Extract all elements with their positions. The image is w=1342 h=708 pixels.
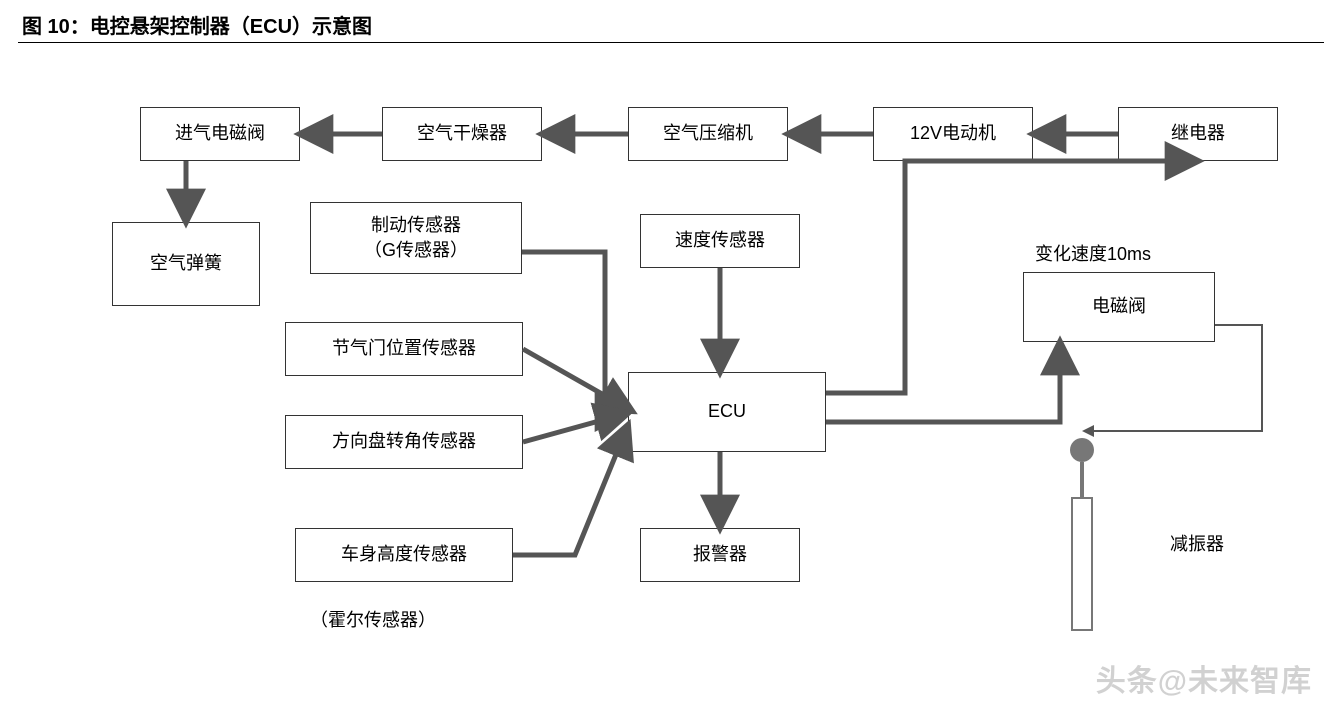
node-label: 制动传感器 xyxy=(371,213,461,238)
node-label: 空气干燥器 xyxy=(417,121,507,146)
node-label: 空气弹簧 xyxy=(150,251,222,276)
annot-hall-sensor: （霍尔传感器） xyxy=(310,606,436,632)
node-label: 报警器 xyxy=(693,542,747,567)
node-label: 方向盘转角传感器 xyxy=(332,429,476,454)
annot-change-speed: 变化速度10ms xyxy=(1035,240,1151,266)
node-label: 电磁阀 xyxy=(1092,294,1146,319)
node-label: 进气电磁阀 xyxy=(175,121,265,146)
node-height-sensor: 车身高度传感器 xyxy=(295,528,513,582)
node-speed-sensor: 速度传感器 xyxy=(640,214,800,268)
edge-throttle-to-ecu xyxy=(523,349,632,411)
damper-shape xyxy=(1070,438,1094,630)
node-brake-sensor: 制动传感器 （G传感器） xyxy=(310,202,522,274)
node-steering-sensor: 方向盘转角传感器 xyxy=(285,415,523,469)
node-relay: 继电器 xyxy=(1118,107,1278,161)
edge-ecu-to-solenoid xyxy=(826,342,1060,422)
node-label: ECU xyxy=(708,399,746,424)
node-intake-valve: 进气电磁阀 xyxy=(140,107,300,161)
node-solenoid-valve: 电磁阀 xyxy=(1023,272,1215,342)
node-throttle-sensor: 节气门位置传感器 xyxy=(285,322,523,376)
node-label: 12V电动机 xyxy=(910,121,996,146)
edge-steering-to-ecu xyxy=(523,413,628,442)
node-label: 速度传感器 xyxy=(675,228,765,253)
node-12v-motor: 12V电动机 xyxy=(873,107,1033,161)
node-label: 车身高度传感器 xyxy=(341,542,467,567)
node-alarm: 报警器 xyxy=(640,528,800,582)
annot-damper: 减振器 xyxy=(1170,530,1224,556)
node-label: 空气压缩机 xyxy=(663,121,753,146)
edge-height-to-ecu xyxy=(513,425,628,555)
node-label: 继电器 xyxy=(1171,121,1225,146)
node-air-compressor: 空气压缩机 xyxy=(628,107,788,161)
node-air-dryer: 空气干燥器 xyxy=(382,107,542,161)
edge-brake-to-ecu xyxy=(522,252,628,412)
node-air-spring: 空气弹簧 xyxy=(112,222,260,306)
node-sublabel: （G传感器） xyxy=(364,238,468,263)
watermark: 头条@未来智库 xyxy=(1096,656,1312,700)
node-label: 节气门位置传感器 xyxy=(332,336,476,361)
figure-title: 图 10：电控悬架控制器（ECU）示意图 xyxy=(22,10,372,39)
title-underline xyxy=(18,42,1324,43)
node-ecu: ECU xyxy=(628,372,826,452)
